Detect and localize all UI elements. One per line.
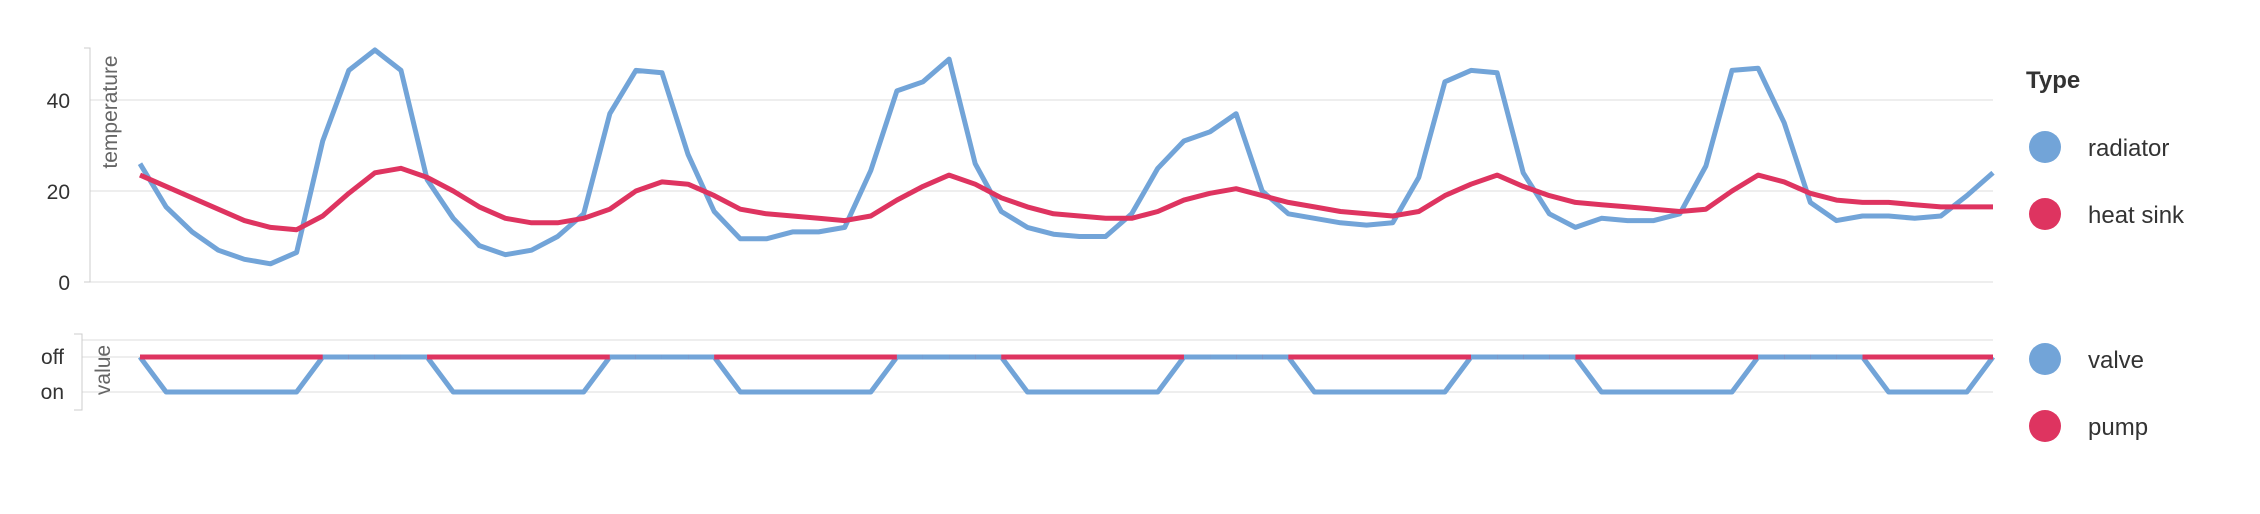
value-gridlines [82,339,1993,393]
value-panel: off on value [41,333,1996,411]
legend-swatch-valve [2029,343,2061,375]
legend-label-radiator: radiator [2088,135,2169,162]
legend-item-valve[interactable]: valve [2029,343,2144,375]
legend-swatch-pump [2029,410,2061,442]
value-tick-off: off [41,346,64,369]
value-tick-labels: off on [41,346,65,404]
temperature-axis-line [84,47,91,283]
temperature-tick-20: 20 [47,181,70,204]
legend-title: Type [2026,67,2080,94]
temperature-axis-title: temperature [99,55,122,168]
temperature-tick-40: 40 [47,90,70,113]
legend-item-heat-sink[interactable]: heat sink [2029,198,2185,230]
value-axis-line [74,333,83,411]
legend-label-heat-sink: heat sink [2088,202,2185,229]
legend-item-radiator[interactable]: radiator [2029,131,2169,163]
temperature-panel: 0 20 40 temperature [47,47,1995,295]
value-axis-title: value [92,345,115,395]
legend-label-pump: pump [2088,414,2148,441]
temperature-series [137,47,1995,267]
temperature-tick-0: 0 [58,272,70,295]
legend-label-valve: valve [2088,347,2144,374]
series-line-heat-sink[interactable] [139,165,1993,233]
series-line-radiator[interactable] [137,47,1995,267]
value-series [137,354,1996,395]
legend: Type radiator heat sink valve pump [2026,67,2185,442]
value-tick-on: on [41,381,64,404]
legend-swatch-heat-sink [2029,198,2061,230]
series-line-valve[interactable] [137,354,1996,395]
legend-swatch-radiator [2029,131,2061,163]
temperature-gridlines [90,99,1993,283]
legend-item-pump[interactable]: pump [2029,410,2148,442]
temperature-tick-labels: 0 20 40 [47,90,70,295]
